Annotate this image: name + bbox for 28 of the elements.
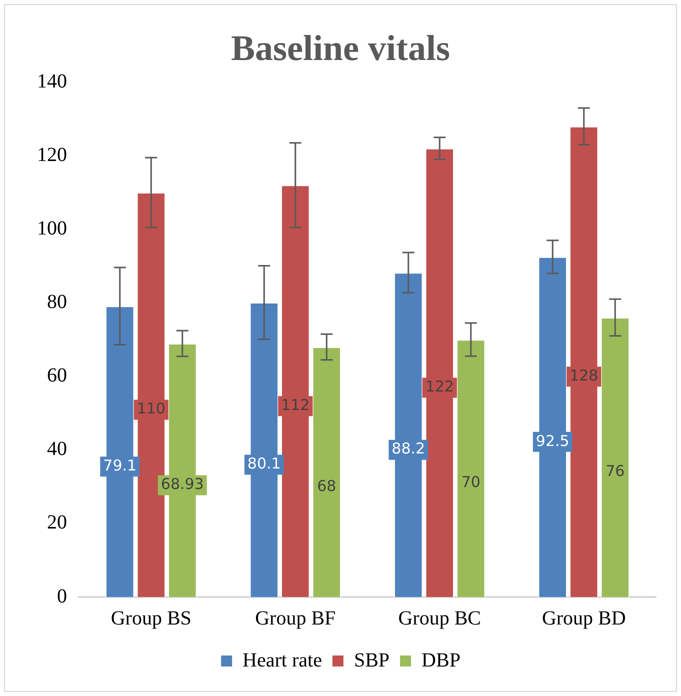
- x-tick-label: Group BD: [542, 607, 626, 630]
- legend-label: DBP: [422, 649, 460, 672]
- y-tick-label: 140: [37, 70, 67, 92]
- legend-label: Heart rate: [242, 649, 322, 672]
- y-tick-label: 120: [37, 144, 67, 166]
- data-label: 112: [281, 396, 310, 414]
- x-tick-label: Group BC: [398, 607, 482, 630]
- data-label: 70: [461, 473, 480, 492]
- legend-label: SBP: [354, 649, 390, 672]
- data-label: 80.1: [247, 454, 281, 473]
- data-label: 122: [425, 378, 454, 396]
- data-label: 79.1: [103, 456, 137, 474]
- x-tick-label: Group BF: [255, 607, 336, 630]
- data-label: 92.5: [536, 432, 570, 450]
- y-tick-label: 20: [47, 512, 67, 534]
- data-label: 76: [606, 462, 625, 480]
- data-label: 68.93: [160, 475, 204, 494]
- y-tick-label: 60: [47, 364, 67, 387]
- data-label: 110: [136, 400, 166, 418]
- y-tick-label: 40: [47, 438, 67, 460]
- y-tick-label: 0: [57, 585, 67, 608]
- x-tick-label: Group BS: [110, 607, 192, 630]
- data-label: 128: [570, 366, 598, 385]
- y-tick-label: 100: [37, 218, 67, 240]
- chart-title: Baseline vitals: [230, 28, 450, 68]
- data-label: 68: [317, 476, 336, 495]
- data-label: 88.2: [392, 440, 426, 458]
- y-tick-label: 80: [47, 291, 67, 314]
